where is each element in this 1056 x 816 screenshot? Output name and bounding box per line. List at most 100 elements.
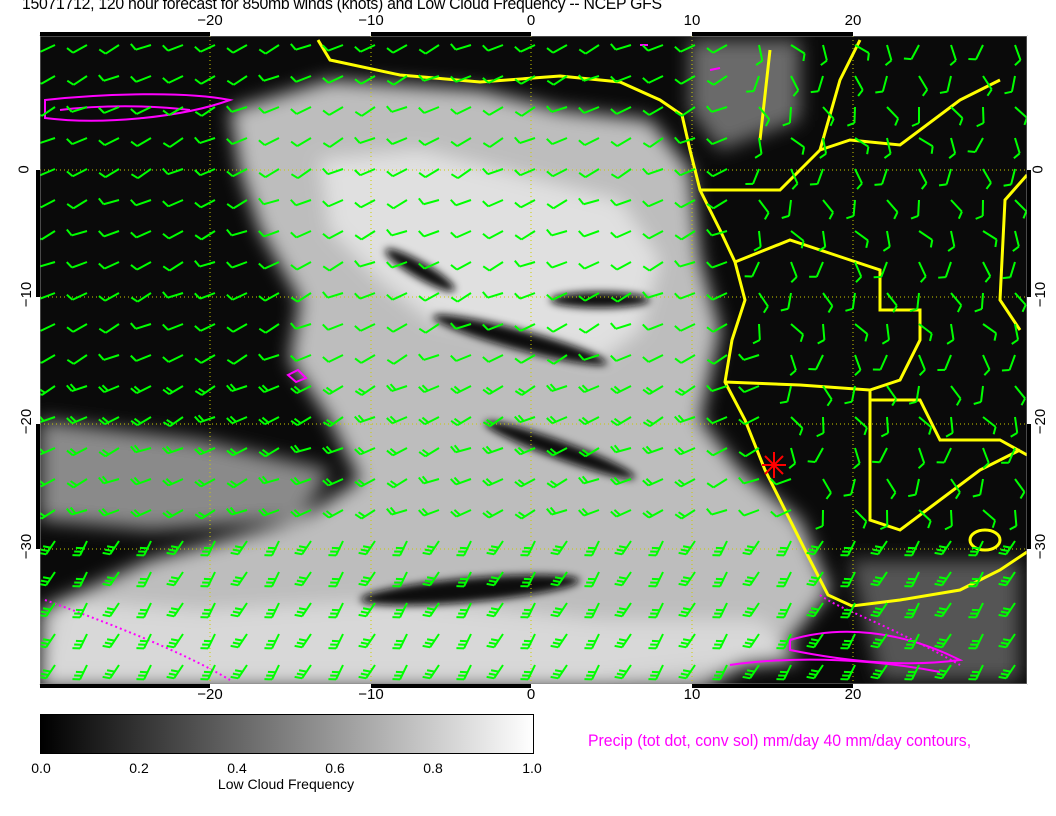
wind-barb — [418, 323, 440, 334]
wind-barb — [354, 230, 376, 241]
wind-barb — [98, 74, 120, 82]
wind-barb — [328, 602, 344, 619]
wind-barb — [482, 385, 504, 395]
wind-barb — [226, 44, 248, 54]
wind-barb — [738, 476, 760, 485]
wind-barb — [753, 230, 762, 252]
frame-segment — [531, 684, 692, 688]
wind-barb — [290, 168, 312, 180]
wind-barb — [66, 323, 88, 333]
wind-barb — [947, 230, 956, 252]
wind-barb — [294, 571, 312, 587]
wind-barb — [226, 75, 248, 86]
right-lat-tick: −10 — [1032, 281, 1050, 308]
wind-barb — [706, 228, 728, 237]
wind-barb — [450, 509, 472, 518]
wind-barb — [486, 602, 504, 618]
wind-barb — [546, 292, 568, 301]
wind-barb — [98, 261, 120, 270]
wind-barb — [98, 230, 120, 238]
wind-barb — [788, 447, 797, 469]
wind-barb — [258, 261, 280, 270]
wind-barb — [456, 664, 472, 681]
wind-barb — [322, 385, 344, 395]
wind-barb — [949, 44, 957, 66]
wind-barb — [968, 664, 984, 681]
wind-barb — [258, 447, 280, 458]
wind-barb — [290, 322, 312, 330]
wind-barb — [809, 168, 824, 186]
wind-barb — [162, 385, 184, 395]
bottom-lon-tick: 20 — [844, 686, 862, 703]
wind-barb — [938, 261, 952, 279]
wind-barb — [578, 197, 600, 206]
wind-barb — [918, 261, 927, 283]
wind-barb — [854, 354, 862, 376]
wind-barb — [550, 633, 568, 649]
wind-barb — [546, 228, 568, 237]
wind-barb — [610, 444, 632, 454]
wind-barb — [584, 633, 600, 650]
wind-barb — [578, 475, 600, 485]
wind-barb — [482, 44, 504, 52]
right-lat-tick: 0 — [1029, 165, 1047, 174]
wind-barb — [98, 168, 120, 179]
wind-barb — [290, 75, 312, 83]
wind-barb — [911, 107, 920, 127]
wind-barb — [948, 137, 957, 159]
wind-barb — [354, 354, 376, 364]
wind-barb — [258, 384, 280, 394]
wind-barb — [678, 602, 696, 618]
wind-barb — [98, 106, 120, 114]
wind-barb — [854, 137, 870, 155]
wind-barb — [886, 385, 898, 407]
wind-barb — [200, 540, 216, 557]
wind-barb — [130, 444, 152, 454]
bottom-lon-tick: −10 — [358, 686, 384, 703]
wind-barb — [358, 571, 376, 587]
wind-barb — [903, 44, 920, 61]
bottom-lon-tick: 0 — [526, 686, 536, 703]
wind-barb — [162, 509, 184, 519]
wind-barb — [807, 447, 824, 463]
wind-barb — [98, 416, 120, 426]
wind-barb — [258, 292, 280, 302]
wind-barb — [706, 292, 728, 301]
wind-barb — [514, 509, 536, 520]
wind-barb — [578, 508, 600, 517]
wind-barb — [578, 168, 600, 179]
wind-barb — [886, 106, 900, 126]
wind-barb — [883, 137, 892, 159]
wind-barb — [854, 230, 869, 249]
wind-barb — [98, 323, 120, 334]
wind-barb — [614, 540, 632, 556]
wind-barb — [550, 540, 568, 556]
wind-barb — [820, 44, 828, 66]
wind-barb — [194, 446, 216, 456]
wind-barb — [546, 506, 568, 516]
wind-barb — [230, 540, 248, 556]
wind-barb — [40, 478, 56, 488]
wind-barb — [392, 664, 408, 681]
wind-barb — [72, 571, 88, 588]
wind-barb — [456, 571, 472, 588]
wind-barb — [514, 385, 536, 396]
wind-barb — [200, 571, 216, 588]
wind-barb — [742, 571, 760, 587]
wind-barb — [610, 106, 632, 115]
wind-barb — [674, 230, 696, 241]
wind-barb — [392, 540, 408, 557]
wind-barb — [918, 137, 934, 154]
wind-barb — [846, 199, 856, 220]
wind-barb — [450, 322, 472, 330]
wind-barb — [674, 199, 696, 209]
wind-barb — [982, 75, 993, 97]
wind-barb — [450, 354, 472, 362]
wind-barb — [322, 323, 344, 331]
colorbar-tick: 0.2 — [129, 760, 149, 776]
wind-barb — [854, 323, 869, 342]
wind-barb — [482, 137, 504, 148]
bottom-lon-tick: −20 — [197, 686, 223, 703]
wind-barb — [258, 416, 280, 426]
wind-barb — [520, 571, 536, 588]
